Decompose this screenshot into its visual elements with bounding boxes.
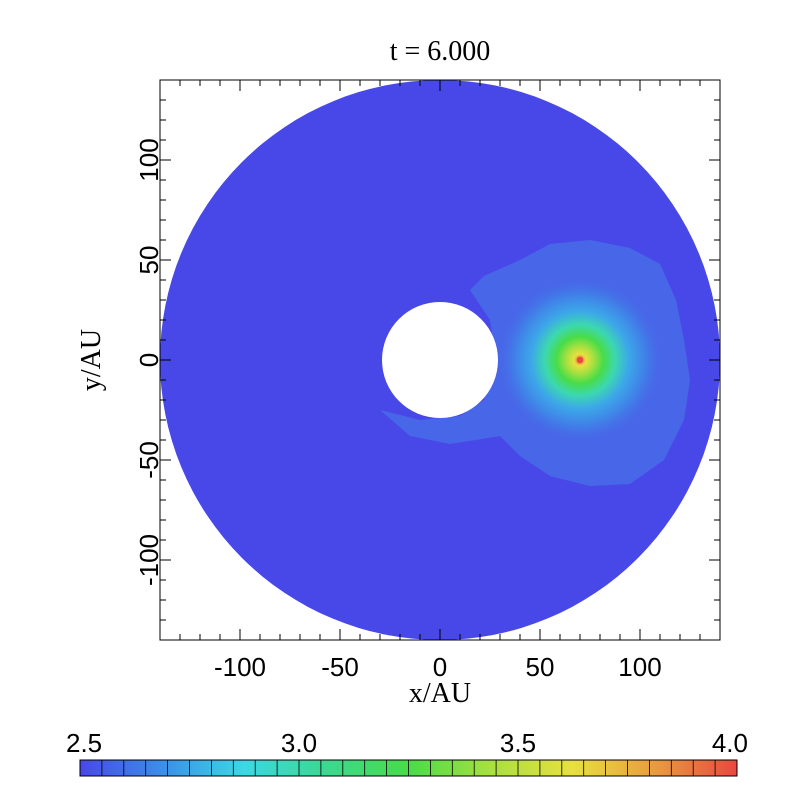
x-axis-label: x/AU bbox=[409, 678, 471, 709]
x-tick-label: 0 bbox=[433, 652, 447, 682]
x-tick-label: -100 bbox=[214, 652, 266, 682]
y-tick-label: 0 bbox=[134, 353, 164, 367]
disk-inner-hole bbox=[382, 302, 498, 418]
colorbar-tick-label: 3.0 bbox=[281, 728, 317, 758]
colorbar-ticks bbox=[101, 760, 716, 776]
y-tick-label: -100 bbox=[134, 534, 164, 586]
y-axis-label: y/AU bbox=[76, 329, 107, 391]
x-tick-label: -50 bbox=[321, 652, 359, 682]
chart-title: t = 6.000 bbox=[390, 36, 491, 67]
y-axis-tick-labels: -100 -50 0 50 100 bbox=[134, 138, 164, 586]
y-axis-ticks bbox=[160, 99, 720, 621]
y-tick-label: 50 bbox=[134, 246, 164, 275]
disk-field bbox=[160, 80, 720, 640]
colorbar-tick-labels: 2.5 3.0 3.5 4.0 bbox=[66, 728, 748, 758]
x-axis-ticks bbox=[179, 80, 701, 640]
x-axis-tick-labels: -100 -50 0 50 100 bbox=[214, 652, 662, 682]
x-tick-label: 50 bbox=[526, 652, 555, 682]
colorbar: 2.5 3.0 3.5 4.0 bbox=[66, 728, 748, 777]
colorbar-tick-label: 4.0 bbox=[712, 728, 748, 758]
x-tick-label: 100 bbox=[618, 652, 661, 682]
y-tick-label: 100 bbox=[134, 138, 164, 181]
colorbar-tick-label: 2.5 bbox=[66, 728, 102, 758]
y-tick-label: -50 bbox=[134, 441, 164, 479]
colorbar-tick-label: 3.5 bbox=[500, 728, 536, 758]
hotspot-core bbox=[576, 356, 584, 364]
